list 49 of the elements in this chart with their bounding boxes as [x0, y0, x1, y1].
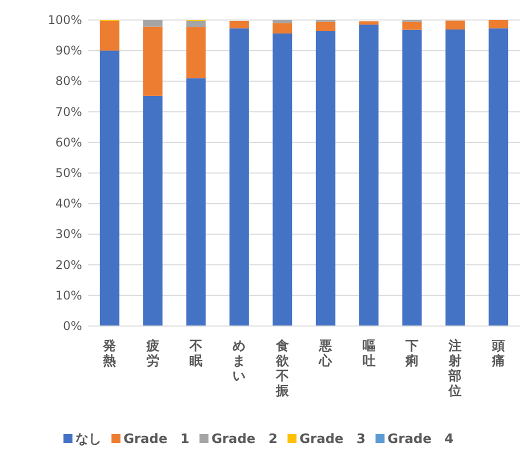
bar — [359, 21, 379, 25]
y-tick-label: 90% — [55, 44, 82, 58]
legend-label: Grade 2 — [211, 432, 278, 447]
bar — [100, 50, 120, 326]
y-tick-label: 50% — [55, 166, 82, 180]
y-tick-label: 20% — [55, 258, 82, 272]
legend-label: Grade 4 — [388, 432, 454, 447]
y-tick-label: 60% — [55, 135, 82, 150]
bar — [143, 26, 163, 96]
x-tick-label: 不眠 — [188, 339, 202, 369]
bar — [488, 20, 508, 28]
x-tick-label: 食欲不振 — [274, 339, 290, 399]
bar — [186, 27, 206, 78]
bar — [229, 28, 249, 326]
bar — [402, 22, 422, 30]
legend-label: Grade 3 — [300, 432, 366, 447]
bar — [186, 78, 206, 326]
y-tick-label: 80% — [55, 74, 82, 88]
bar — [272, 33, 292, 326]
bar — [143, 96, 163, 326]
y-tick-label: 70% — [55, 104, 82, 119]
bar — [100, 20, 120, 51]
bar — [186, 20, 206, 28]
y-tick-label: 10% — [55, 288, 82, 302]
bar — [402, 30, 422, 326]
bar — [316, 31, 336, 326]
x-tick-label: 下痢 — [404, 339, 418, 369]
bar — [488, 28, 508, 326]
legend-label: Grade 1 — [123, 432, 190, 447]
bar — [143, 20, 163, 27]
x-tick-label: 疲労 — [145, 338, 160, 369]
x-tick-label: 悪心 — [318, 339, 334, 369]
x-tick-label: 注射部位 — [448, 338, 462, 399]
x-tick-label: めまい — [232, 339, 246, 384]
bar — [316, 22, 336, 32]
x-tick-label: 嘔吐 — [362, 339, 376, 369]
bar — [229, 20, 249, 28]
y-tick-label: 40% — [55, 196, 82, 211]
x-tick-label: 発熱 — [102, 339, 116, 369]
y-tick-label: 30% — [55, 227, 82, 242]
bar — [359, 24, 379, 326]
bar — [272, 20, 292, 24]
bar — [445, 20, 465, 30]
y-tick-label: 0% — [62, 319, 82, 333]
y-tick-label: 100% — [48, 13, 82, 27]
bar — [272, 23, 292, 34]
legend-label: なし — [75, 432, 102, 447]
x-tick-label: 頭痛 — [490, 339, 505, 369]
bar — [445, 29, 465, 326]
